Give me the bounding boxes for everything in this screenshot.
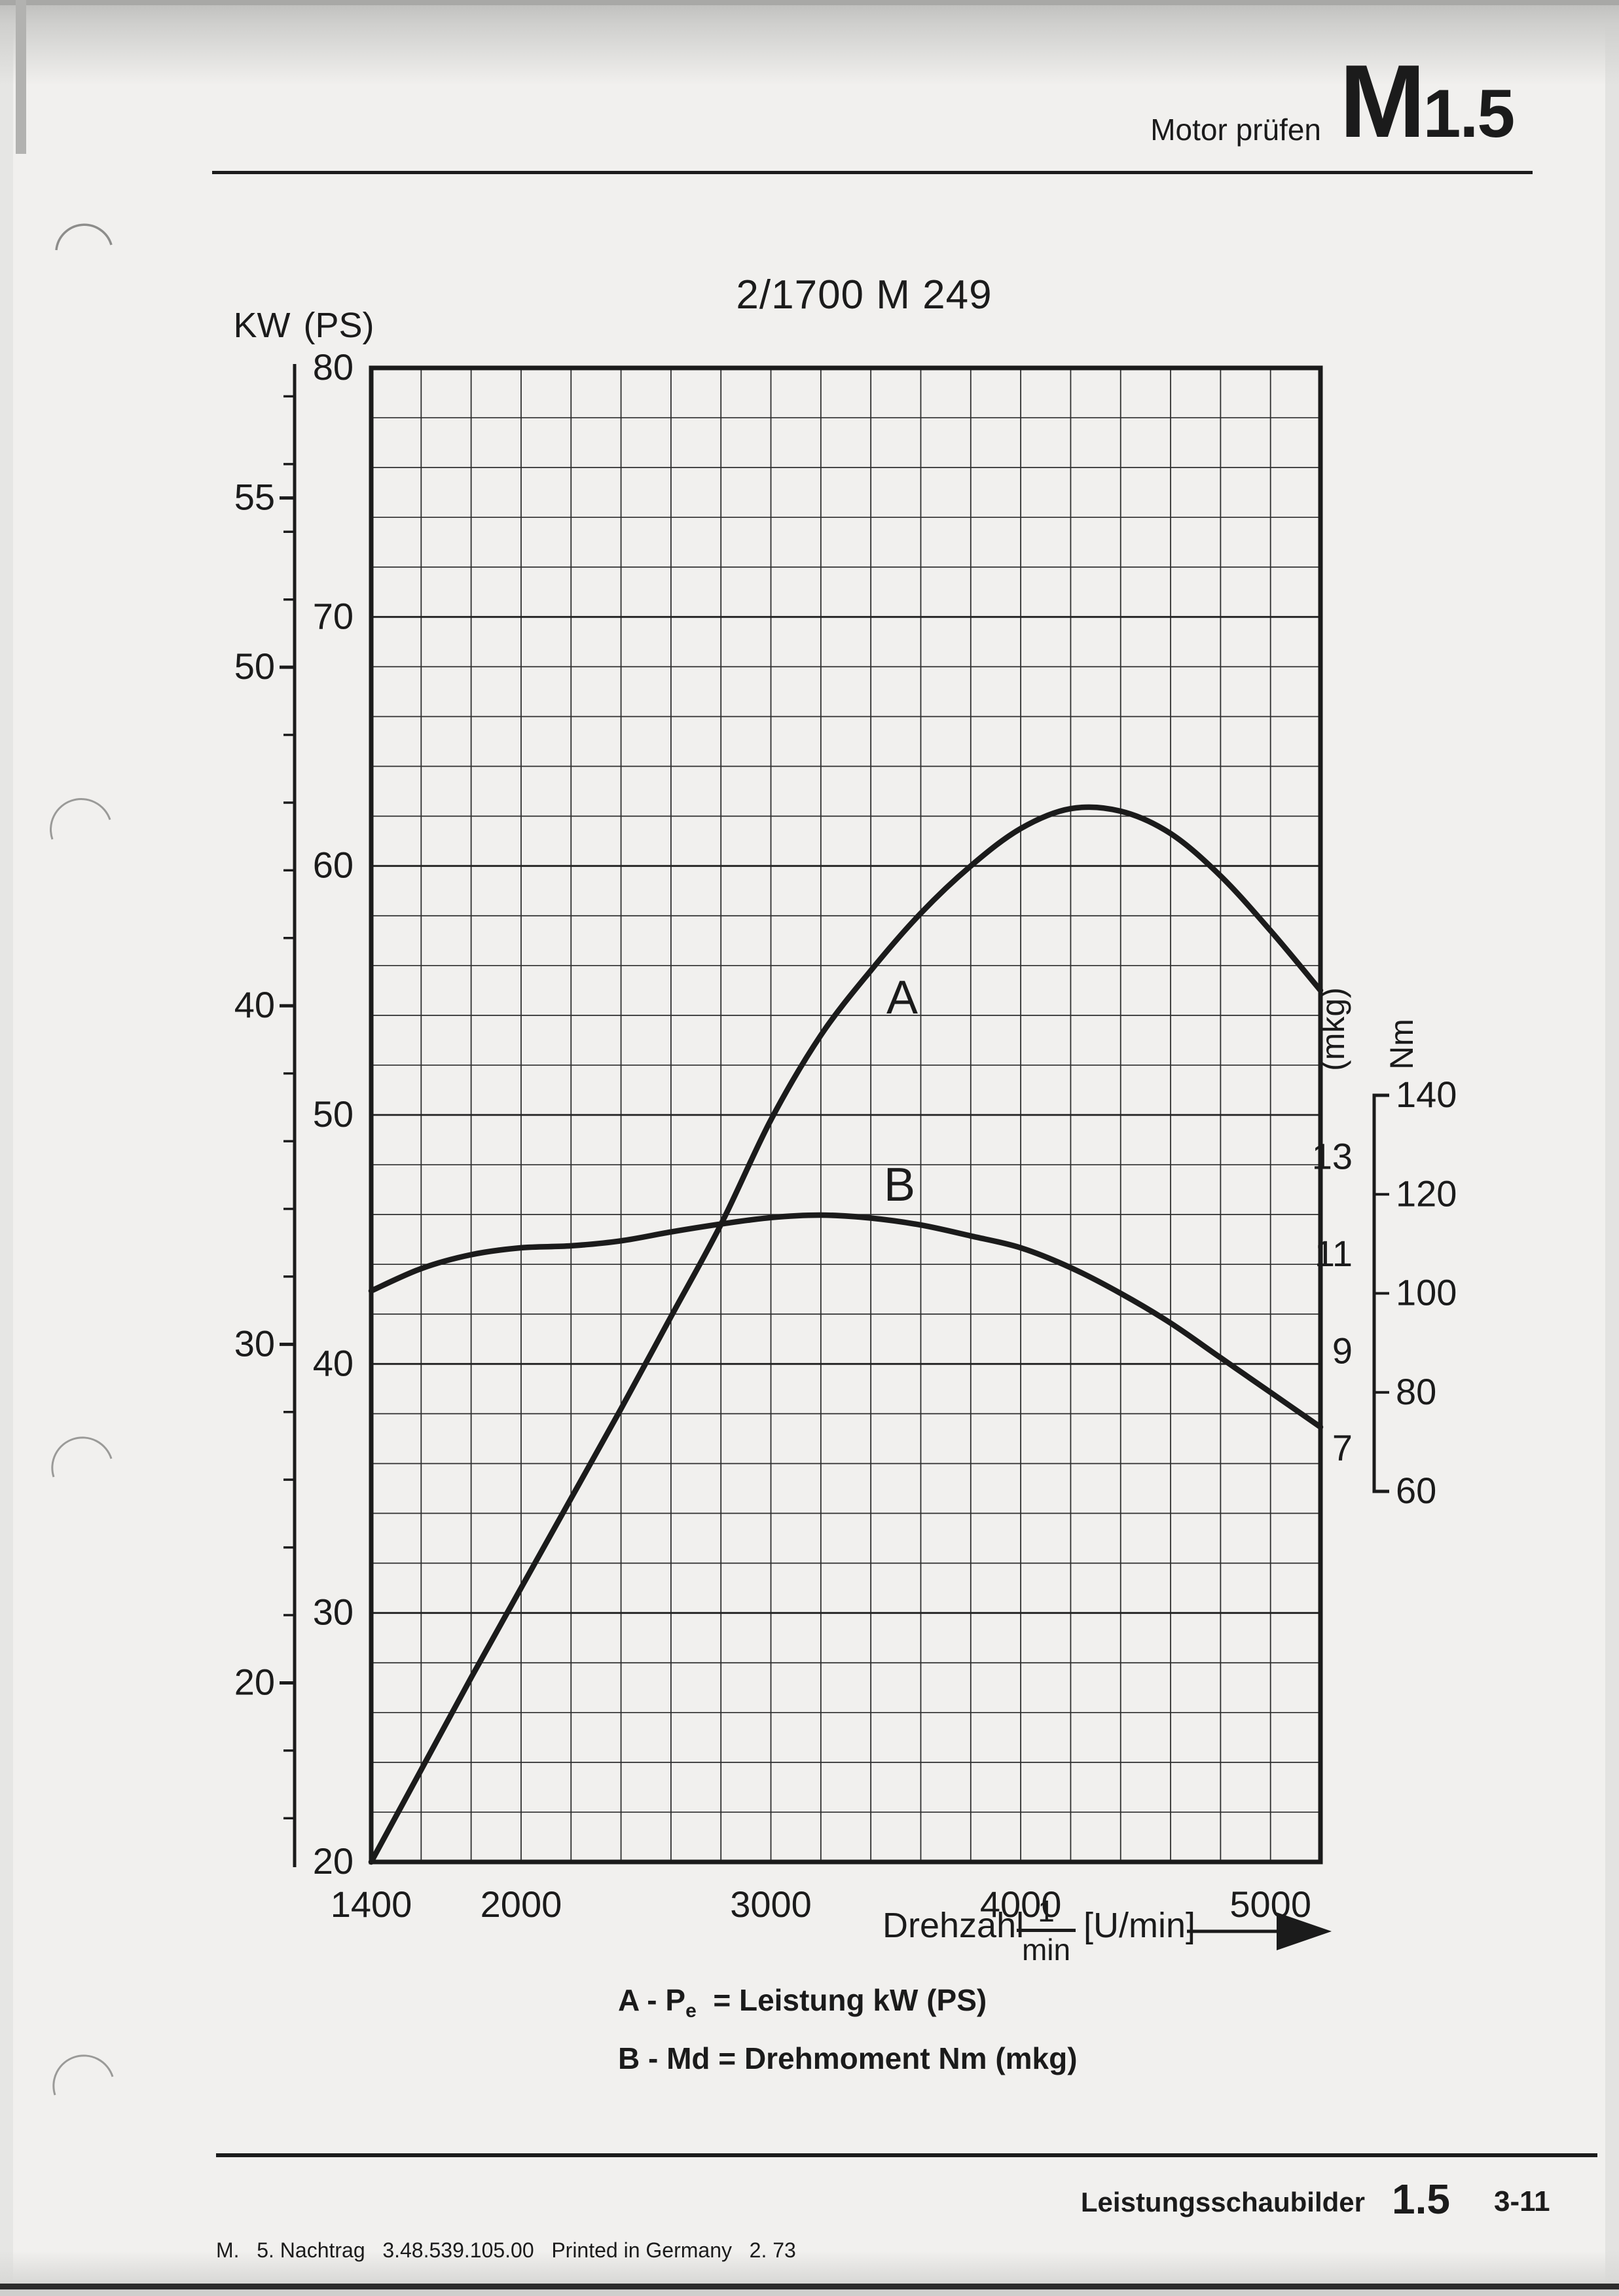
rpm-axis-label: 2000 [481,1884,562,1925]
ps-axis-label: 40 [313,1342,354,1383]
fraction-numerator: 1 [1017,1896,1076,1932]
x-axis-arrow-head-icon [1277,1912,1332,1950]
nm-axis-label: 120 [1396,1173,1457,1214]
section-code: M 1.5 [1339,44,1516,159]
scan-top-edge [0,0,1619,5]
scan-left-edge [0,0,13,2296]
punch-hole-arc [52,2054,114,2096]
page-title: Motor prüfen [1150,113,1321,147]
rpm-axis-label: 5000 [1229,1884,1311,1925]
legend-line-a: A - Pe = Leistung kW (PS) [618,1985,987,2021]
chart-title: 2/1700 M 249 [736,272,992,318]
ps-axis-label: 30 [313,1592,354,1633]
rpm-axis-label: 4000 [980,1884,1062,1925]
curve-a-power [368,804,1324,1865]
ps-axis-label: 70 [313,595,354,636]
scan-corner-smudge [16,0,26,154]
legend-a-text: = Leistung kW (PS) [696,1983,987,2017]
x-axis-unit: [U/min] [1083,1906,1196,1945]
ps-axis-label: 20 [313,1840,354,1882]
kw-axis-label: 50 [234,646,275,687]
nm-axis-label: 100 [1396,1272,1457,1313]
legend-a-prefix: A - P [618,1983,686,2017]
mkg-axis-label: 9 [1332,1330,1353,1371]
nm-axis-label: 80 [1396,1371,1436,1412]
kw-axis-label: 20 [234,1661,275,1702]
footer-label: Leistungsschaubilder [1080,2187,1365,2217]
plot-border [369,365,1323,1865]
ps-axis-label: 50 [313,1093,354,1135]
curve-b-torque [368,1212,1324,1430]
punch-hole-arc [50,798,111,840]
x-axis-title: Drehzahl [882,1906,1025,1945]
mkg-axis-label: 7 [1332,1427,1353,1468]
footer-page-number: 3-11 [1494,2185,1550,2217]
rpm-axis-label: 3000 [730,1884,812,1925]
curve-a-label: A [886,972,918,1024]
kw-axis-label: 55 [234,477,275,518]
punch-hole-arc [55,223,113,251]
scan-right-edge [1605,0,1619,2296]
mkg-axis-label: 11 [1315,1233,1353,1274]
scan-bottom-shadow [0,2251,1619,2284]
ps-axis-label: 60 [313,845,354,886]
footer-imprint: M. 5. Nachtrag 3.48.539.105.00 Printed i… [216,2238,796,2262]
rpm-axis-label: 1400 [331,1884,412,1925]
kw-axis-unit: KW [233,306,291,345]
nm-axis-label: 140 [1396,1074,1457,1115]
section-code-number: 1.5 [1423,76,1516,152]
curve-b-label: B [884,1159,915,1211]
footer-rule [216,2153,1597,2157]
mkg-axis-label: 13 [1312,1136,1353,1177]
ps-axis-unit: (PS) [303,306,374,345]
fraction-denominator: min [1021,1933,1071,1967]
scan-bottom-edge [0,2284,1619,2289]
nm-axis-unit: Nm [1383,1019,1420,1070]
ps-axis-label: 80 [313,346,354,388]
header-rule [212,171,1533,174]
x-axis-fraction: 1 min [1017,1896,1076,1965]
punch-hole-arc [51,1436,113,1478]
kw-axis-label: 30 [234,1322,275,1364]
section-code-letter: M [1339,44,1426,159]
mkg-axis-unit: (mkg) [1315,987,1351,1071]
legend-a-subscript: e [685,2000,697,2022]
legend-line-b: B - Md = Drehmoment Nm (mkg) [618,2041,1078,2075]
footer-section-code: 1.5 [1392,2176,1450,2223]
kw-axis-label: 40 [234,984,275,1025]
scan-bottom-margin [0,2289,1619,2296]
scan-top-band [0,0,1619,85]
nm-axis-label: 60 [1396,1470,1436,1511]
